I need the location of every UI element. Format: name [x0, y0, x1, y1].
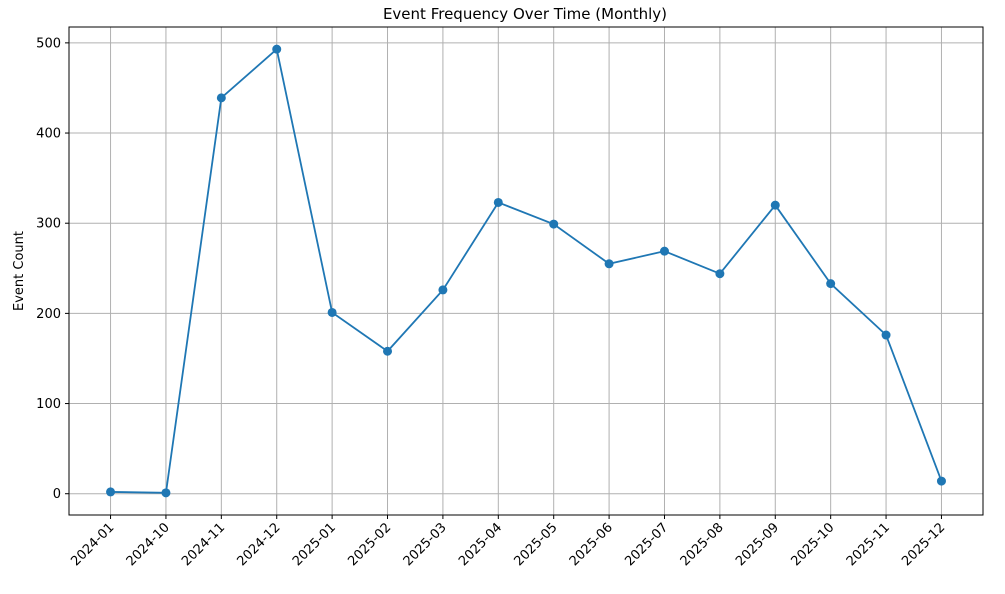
data-point	[659, 246, 669, 256]
x-tick-label: 2024-11	[179, 520, 228, 569]
data-point	[272, 44, 282, 54]
y-tick-label: 100	[36, 397, 61, 412]
y-tick-label: 500	[36, 36, 61, 51]
y-tick-label: 400	[36, 127, 61, 142]
x-tick-label: 2025-01	[290, 520, 339, 569]
data-point	[604, 259, 614, 269]
y-tick-label: 300	[36, 217, 61, 232]
y-tick-label: 200	[36, 307, 61, 322]
x-tick-label: 2025-06	[567, 520, 616, 569]
grid-lines	[69, 27, 983, 515]
y-axis-ticks: 0 100 200 300 400 500	[36, 36, 69, 502]
x-tick-label: 2025-10	[788, 520, 837, 569]
x-tick-label: 2025-12	[899, 520, 948, 569]
x-axis-ticks: 2024-01 2024-10 2024-11 2024-12 2025-01 2025-…	[68, 515, 948, 569]
x-tick-label: 2025-09	[733, 520, 782, 569]
x-tick-label: 2024-12	[235, 520, 284, 569]
series-line	[110, 47, 943, 494]
data-point	[826, 279, 836, 289]
x-tick-label: 2024-01	[68, 520, 117, 569]
series-group	[106, 44, 946, 498]
x-tick-label: 2025-05	[512, 520, 561, 569]
data-point	[383, 346, 393, 356]
x-tick-label: 2025-02	[345, 520, 394, 569]
data-point	[493, 197, 503, 207]
data-point	[770, 200, 780, 210]
data-point	[438, 285, 448, 295]
x-tick-label: 2025-07	[622, 520, 671, 569]
x-tick-label: 2025-03	[401, 520, 450, 569]
chart-title: Event Frequency Over Time (Monthly)	[383, 5, 667, 23]
y-tick-label: 0	[53, 487, 61, 502]
data-point	[216, 93, 226, 103]
x-tick-label: 2025-08	[678, 520, 727, 569]
data-point	[161, 488, 171, 498]
data-point	[881, 330, 891, 340]
x-tick-label: 2025-11	[844, 520, 893, 569]
y-axis-label: Event Count	[12, 231, 27, 311]
x-tick-label: 2025-04	[456, 520, 505, 569]
plot-frame	[68, 26, 984, 516]
data-point	[936, 476, 946, 486]
data-point	[106, 487, 116, 497]
data-point	[715, 269, 725, 279]
data-point	[549, 219, 559, 229]
x-tick-label: 2024-10	[124, 520, 173, 569]
data-point	[327, 307, 337, 317]
